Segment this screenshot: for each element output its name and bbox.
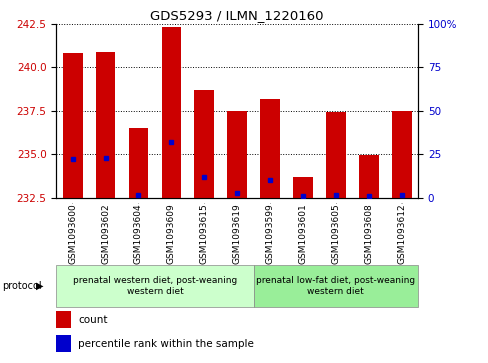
Text: GSM1093602: GSM1093602 <box>101 203 110 264</box>
Bar <box>56 311 71 328</box>
Text: GSM1093608: GSM1093608 <box>364 203 372 264</box>
Text: GSM1093605: GSM1093605 <box>331 203 340 264</box>
Text: GSM1093600: GSM1093600 <box>68 203 77 264</box>
Bar <box>292 177 312 198</box>
Text: prenatal low-fat diet, post-weaning
western diet: prenatal low-fat diet, post-weaning west… <box>256 276 415 295</box>
Text: GSM1093615: GSM1093615 <box>200 203 208 264</box>
Bar <box>161 27 181 198</box>
Bar <box>358 155 378 198</box>
Bar <box>128 128 148 198</box>
Text: percentile rank within the sample: percentile rank within the sample <box>78 339 253 348</box>
Bar <box>56 265 253 307</box>
Bar <box>194 90 214 198</box>
Bar <box>96 52 115 198</box>
Title: GDS5293 / ILMN_1220160: GDS5293 / ILMN_1220160 <box>150 9 323 23</box>
Text: GSM1093619: GSM1093619 <box>232 203 241 264</box>
Bar <box>253 265 417 307</box>
Text: GSM1093609: GSM1093609 <box>166 203 176 264</box>
Text: count: count <box>78 315 107 325</box>
Bar <box>62 53 82 198</box>
Text: GSM1093601: GSM1093601 <box>298 203 307 264</box>
Bar <box>325 111 345 198</box>
Text: GSM1093612: GSM1093612 <box>396 203 406 264</box>
Bar <box>227 111 246 198</box>
Text: GSM1093599: GSM1093599 <box>265 203 274 264</box>
Bar <box>260 98 279 198</box>
Text: protocol: protocol <box>2 281 42 291</box>
Text: ▶: ▶ <box>36 281 43 291</box>
Text: prenatal western diet, post-weaning
western diet: prenatal western diet, post-weaning west… <box>73 276 237 295</box>
Text: GSM1093604: GSM1093604 <box>134 203 142 264</box>
Bar <box>56 335 71 351</box>
Bar <box>391 111 411 198</box>
